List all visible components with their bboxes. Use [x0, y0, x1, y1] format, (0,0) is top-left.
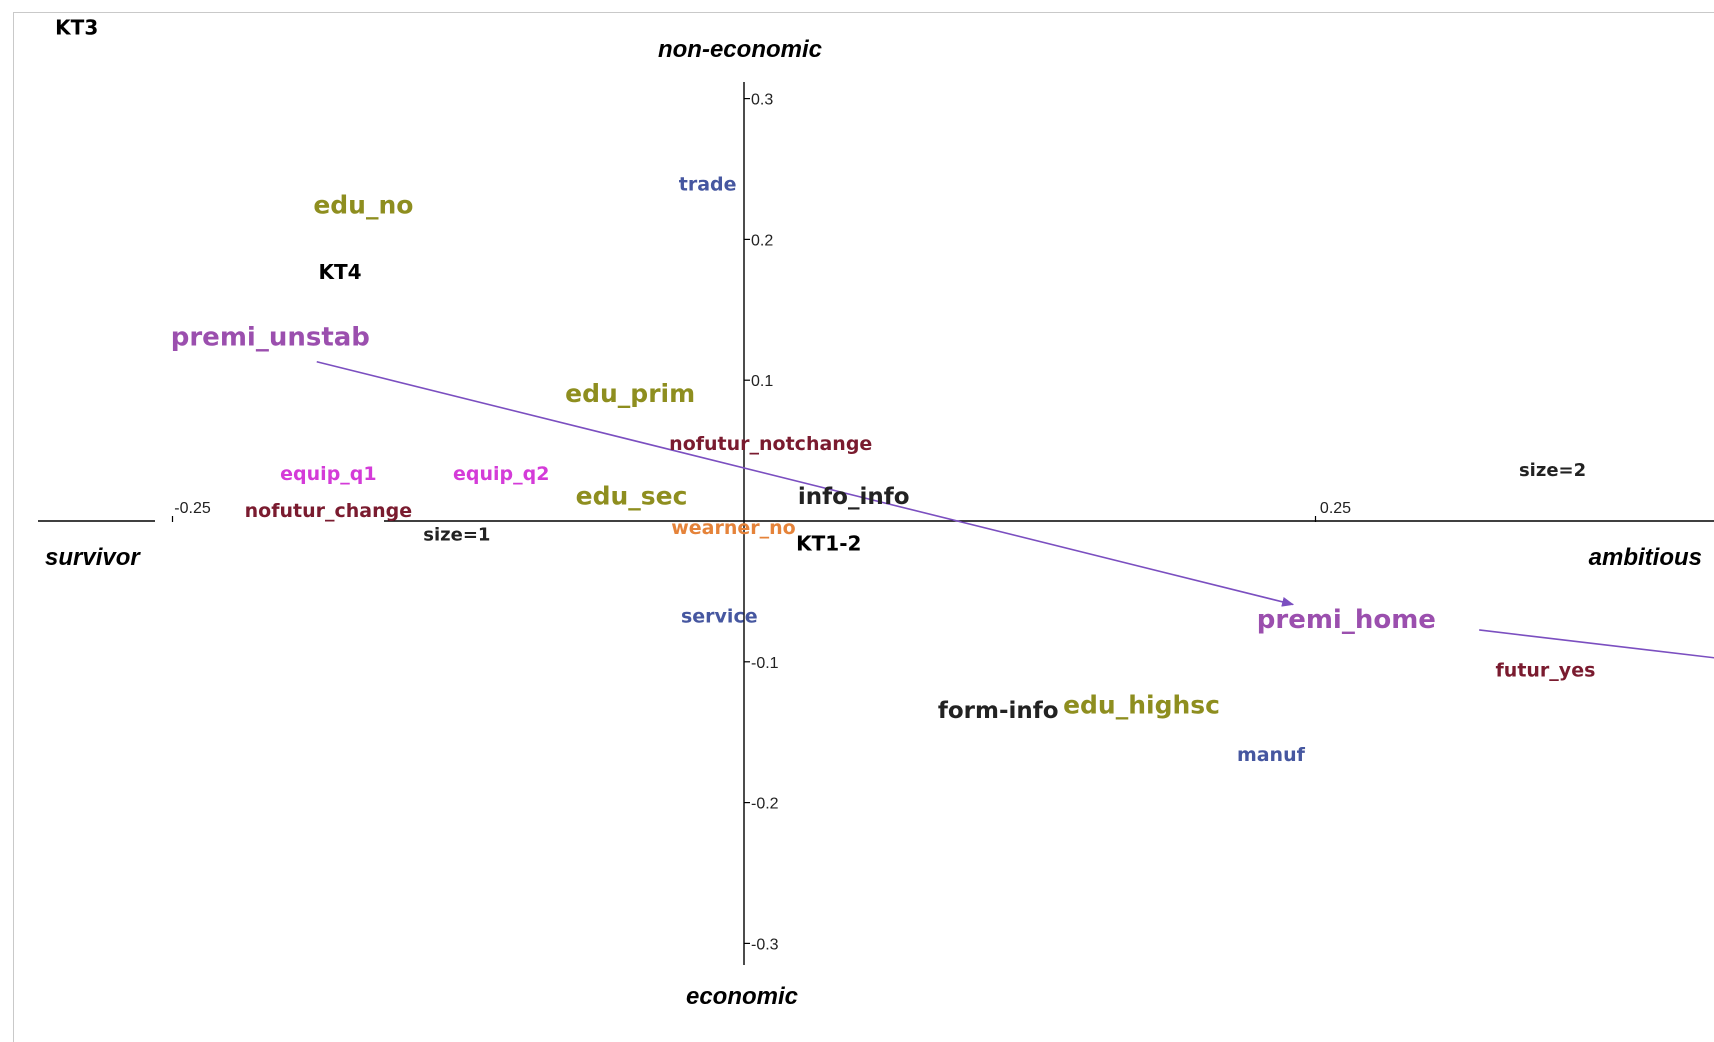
point-label-kt3: KT3 — [55, 15, 98, 39]
axis-label-right: ambitious — [1589, 544, 1702, 571]
point-label-size-2: size=2 — [1519, 460, 1586, 481]
point-label-premi-unstab: premi_unstab — [171, 323, 370, 353]
point-label-service: service — [681, 606, 758, 628]
point-label-futur-yes: futur_yes — [1496, 659, 1596, 681]
y-tick-label: -0.3 — [751, 936, 779, 953]
point-label-edu-prim: edu_prim — [565, 379, 695, 408]
point-label-edu-highsc: edu_highsc — [1063, 690, 1220, 719]
axis-label-left: survivor — [45, 544, 141, 571]
point-label-trade: trade — [679, 173, 737, 195]
point-label-form-info: form-info — [938, 698, 1059, 724]
point-label-equip-q2: equip_q2 — [453, 463, 549, 485]
axis-label-bottom: economic — [686, 983, 798, 1010]
point-label-kt1-2: KT1-2 — [796, 531, 861, 555]
point-label-edu-no: edu_no — [313, 191, 413, 220]
point-label-wearner-no: wearner_no — [671, 517, 796, 539]
axes: -0.25 0.25 0.3 0.2 0.1 -0.1 -0.2 -0.3 — [38, 82, 1714, 965]
x-tick-label: 0.25 — [1320, 500, 1351, 517]
point-label-kt4: KT4 — [319, 260, 362, 284]
y-tick-label: 0.3 — [751, 92, 773, 109]
point-label-equip-q1: equip_q1 — [280, 463, 376, 485]
y-tick-label: -0.1 — [751, 655, 779, 672]
y-tick-label: 0.1 — [751, 373, 773, 390]
arrows — [317, 362, 1714, 668]
point-label-edu-sec: edu_sec — [576, 482, 688, 511]
point-label-info-info: info_info — [798, 484, 910, 510]
direction-labels: non-economic economic survivor ambitious — [45, 36, 1702, 1010]
y-tick-label: 0.2 — [751, 232, 773, 249]
point-label-nofutur-change: nofutur_change — [245, 500, 412, 522]
x-tick-label: -0.25 — [174, 500, 211, 517]
point-label-manuf: manuf — [1237, 744, 1306, 766]
axis-label-top: non-economic — [658, 36, 822, 63]
point-labels: KT3 KT4 KT1-2 edu_no edu_prim edu_sec edu_high… — [55, 15, 1714, 766]
point-label-premi-home: premi_home — [1257, 605, 1436, 635]
point-label-nofutur-notchange: nofutur_notchange — [669, 433, 872, 455]
y-tick-label: -0.2 — [751, 796, 779, 813]
point-label-size-1: size=1 — [423, 525, 490, 546]
